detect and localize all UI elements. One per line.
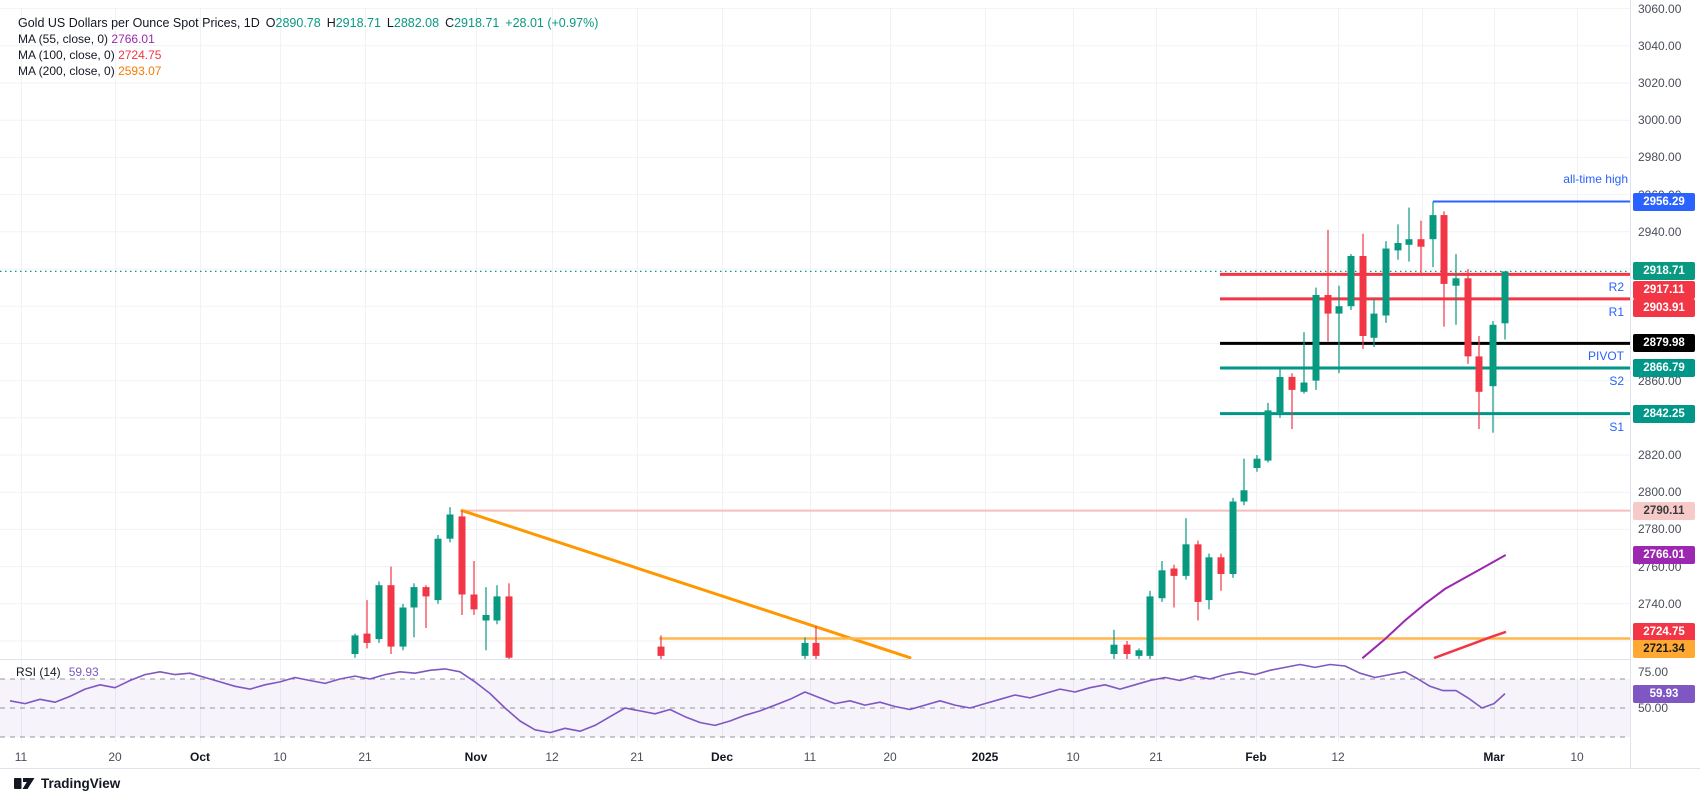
price-levels xyxy=(0,200,1630,512)
candle xyxy=(363,600,371,649)
legend: Gold US Dollars per Ounce Spot Prices, 1… xyxy=(18,15,598,79)
candle xyxy=(1240,458,1248,506)
candle xyxy=(1417,220,1425,275)
candle xyxy=(1370,298,1378,348)
rsi-legend-row[interactable]: RSI (14) 59.93 xyxy=(16,664,99,680)
candle xyxy=(1382,241,1390,323)
candle xyxy=(1452,254,1460,325)
candle xyxy=(1312,287,1320,390)
candle xyxy=(1464,269,1472,364)
ohlc-open-value: 2890.78 xyxy=(275,16,321,30)
candle xyxy=(1429,201,1437,268)
candle xyxy=(410,583,418,638)
rsi-value: 59.93 xyxy=(68,665,99,679)
candle xyxy=(1359,233,1367,349)
change-value: +28.01 (+0.97%) xyxy=(505,16,599,30)
candle xyxy=(1440,211,1448,327)
ma200-value: 2593.07 xyxy=(118,64,162,78)
candle xyxy=(434,535,442,604)
candle xyxy=(1394,224,1402,260)
candle xyxy=(446,507,454,543)
ma100-label: MA (100, close, 0) xyxy=(18,48,115,62)
candle xyxy=(1489,321,1497,433)
descending-trendline xyxy=(460,509,912,660)
candle xyxy=(1347,254,1355,310)
candle xyxy=(801,637,809,660)
tradingview-logo[interactable]: TradingView xyxy=(14,775,120,792)
rsi-line-layer xyxy=(9,663,1506,734)
candle xyxy=(1475,336,1483,429)
grid-lines xyxy=(0,8,1630,742)
candle xyxy=(1276,369,1284,418)
time-scale[interactable] xyxy=(0,745,1630,769)
candle xyxy=(812,626,820,660)
ma55-value: 2766.01 xyxy=(111,32,155,46)
candle xyxy=(399,603,407,651)
candle xyxy=(1217,553,1225,591)
candle xyxy=(1335,285,1343,374)
candle xyxy=(1501,271,1509,340)
candle xyxy=(1170,564,1178,608)
ohlc-close-value: 2918.71 xyxy=(454,16,500,30)
candle xyxy=(1158,561,1166,602)
candle xyxy=(1253,455,1261,472)
ohlc-open-key: O xyxy=(265,16,276,30)
candle xyxy=(387,566,395,654)
ohlc-close-key: C xyxy=(445,16,455,30)
ohlc-high-value: 2918.71 xyxy=(335,16,381,30)
tradingview-logo-text: TradingView xyxy=(41,776,121,791)
ma100-legend-row[interactable]: MA (100, close, 0) 2724.75 xyxy=(18,47,598,63)
trendlines xyxy=(460,509,1632,660)
ohlc-low-value: 2882.08 xyxy=(393,16,440,30)
price-scale[interactable] xyxy=(1630,0,1700,768)
rsi-line xyxy=(9,663,1506,734)
candle xyxy=(422,585,430,628)
candle xyxy=(1264,402,1272,463)
ma-line-ma55 xyxy=(1362,554,1506,659)
candle xyxy=(375,581,383,643)
candle xyxy=(482,587,490,651)
candle xyxy=(470,561,478,615)
candle xyxy=(1205,553,1213,610)
candle xyxy=(1324,229,1332,342)
legend-title-row: Gold US Dollars per Ounce Spot Prices, 1… xyxy=(18,15,598,31)
candle xyxy=(1123,641,1131,660)
candle xyxy=(1288,373,1296,429)
ohlc-high-key: H xyxy=(326,16,336,30)
ohlc-low-key: L xyxy=(386,16,394,30)
ma200-legend-row[interactable]: MA (200, close, 0) 2593.07 xyxy=(18,63,598,79)
ma-line-ma100 xyxy=(1433,630,1507,659)
candle xyxy=(1405,207,1413,262)
tradingview-logo-icon xyxy=(14,778,35,789)
candle xyxy=(458,510,466,615)
candle xyxy=(657,635,665,660)
candle xyxy=(1229,497,1237,578)
ma100-value: 2724.75 xyxy=(118,48,162,62)
candle xyxy=(1194,540,1202,621)
rsi-band xyxy=(0,678,1630,738)
pane-separators xyxy=(0,0,1700,769)
candle xyxy=(1146,590,1154,660)
ma200-label: MA (200, close, 0) xyxy=(18,64,115,78)
symbol-title: Gold US Dollars per Ounce Spot Prices, 1… xyxy=(18,16,260,30)
candle xyxy=(351,633,359,658)
candle xyxy=(1135,648,1143,660)
ma55-label: MA (55, close, 0) xyxy=(18,32,109,46)
candle xyxy=(1110,629,1118,660)
ma55-legend-row[interactable]: MA (55, close, 0) 2766.01 xyxy=(18,31,598,47)
ma-lines xyxy=(1362,554,1507,659)
candle xyxy=(1182,518,1190,580)
rsi-label: RSI (14) xyxy=(16,665,61,679)
candle xyxy=(493,585,501,625)
candles-layer xyxy=(351,201,1509,660)
candle xyxy=(1300,332,1308,394)
candle xyxy=(505,583,513,660)
